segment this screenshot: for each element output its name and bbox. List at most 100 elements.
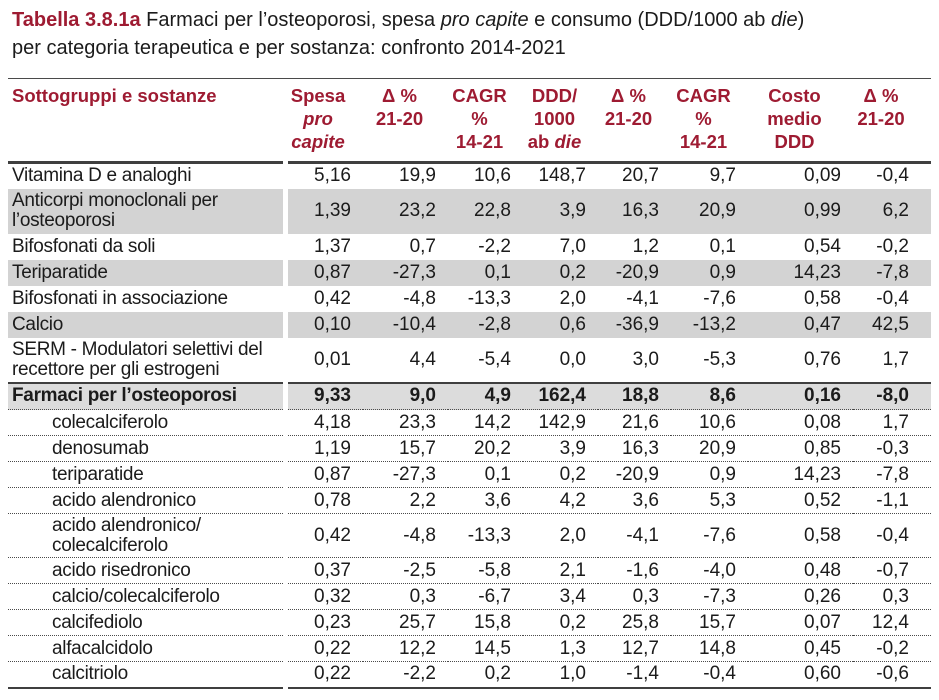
cell-value: -7,8 [853,461,931,488]
cell-value: -4,8 [363,513,448,558]
cell-value: -2,2 [478,235,511,257]
cell-value: 0,9 [671,461,748,488]
row-label: Bifosfonati da soli [8,233,288,260]
cell-value: 0,2 [523,609,598,636]
table-title: Tabella 3.8.1a Farmaci per l’osteoporosi… [12,6,929,62]
cell-value: -0,3 [853,435,931,462]
title-text-c: ) [797,9,805,31]
osteoporosis-drugs-table: Sottogruppi e sostanze Spesa pro capite … [8,78,931,689]
cell-value: -2,8 [448,311,523,338]
row-label: colecalciferolo [8,409,288,436]
cell-value: 1,7 [853,409,931,436]
row-label: acido alendronico [8,487,288,514]
cell-value: -0,2 [853,635,931,662]
cell-value: -5,3 [703,348,736,370]
cell-value: -13,3 [467,287,511,309]
cell-value: 1,3 [523,635,598,662]
cell-value: 1,19 [285,435,363,462]
cell-value: 162,4 [523,381,598,410]
cell-value: 0,07 [748,609,853,636]
cell-value: -8,0 [853,381,931,410]
table-number: Tabella 3.8.1a [12,9,141,31]
cell-value: 0,54 [804,235,841,257]
row-label: Anticorpi monoclonali per l’osteoporosi [8,188,288,234]
cell-value: -7,3 [671,583,748,610]
cell-value: -27,3 [363,259,448,286]
cell-value: 3,6 [598,487,671,514]
table-row: colecalciferolo 4,18 23,3 14,2 142,9 21,6 10,6… [8,409,931,436]
cell-value: -2,2 [363,661,448,688]
cell-value: 0,6 [523,311,598,338]
table-row: acido risedronico 0,37 -2,5 -5,8 2,1 -1,6 -4,0… [8,557,931,584]
row-label: Farmaci per l’osteoporosi [8,381,288,410]
cell-value: 14,23 [748,259,853,286]
cell-value: 0,3 [853,583,931,610]
cell-value: 9,33 [285,381,363,410]
row-label: SERM - Modulatori selettivi del recettore… [8,337,288,383]
table-row: acido alendronico/colecalciferolo 0,42 -4,… [8,513,931,558]
cell-value: -0,4 [876,287,909,309]
cell-value: 12,7 [598,635,671,662]
row-label: Calcio [8,311,288,338]
row-label: Vitamina D e analoghi [8,162,288,189]
cell-value: 9,7 [709,165,736,187]
cell-value: 15,8 [448,609,523,636]
cell-value: 3,0 [632,348,659,370]
cell-value: 1,37 [314,235,351,257]
cell-value: -0,4 [671,661,748,688]
cell-value: 1,0 [523,661,598,688]
cell-value: -0,4 [876,165,909,187]
cell-value: 2,0 [523,513,598,558]
cell-value: 5,16 [314,165,351,187]
cell-value: -5,8 [448,557,523,584]
table-row: calcifediolo 0,23 25,7 15,8 0,2 25,8 15,7 0,07 1… [8,609,931,636]
table-row: calcitriolo 0,22 -2,2 0,2 1,0 -1,4 -0,4 0,60 -0,… [8,661,931,688]
cell-value: -13,2 [671,311,748,338]
table-row: Teriparatide 0,87 -27,3 0,1 0,2 -20,9 0,9 14,23… [8,259,931,286]
cell-value: -4,1 [598,513,671,558]
cell-value: 2,0 [559,287,586,309]
cell-value: 0,22 [285,635,363,662]
cell-value: 0,52 [748,487,853,514]
title-line-1: Tabella 3.8.1a Farmaci per l’osteoporosi… [12,6,929,34]
cell-value: 9,0 [363,381,448,410]
cell-value: 10,6 [474,165,511,187]
table-row: alfacalcidolo 0,22 12,2 14,5 1,3 12,7 14,8 0,45… [8,635,931,662]
row-label: Bifosfonati in associazione [8,285,288,312]
cell-value: 0,23 [285,609,363,636]
cell-value: -7,6 [671,513,748,558]
table-row: SERM - Modulatori selettivi del recettore… [8,337,931,383]
cell-value: -5,4 [478,348,511,370]
cell-value: -0,6 [853,661,931,688]
cell-value: 14,8 [671,635,748,662]
title-italic-pro-capite: pro capite [440,9,529,31]
cell-value: 0,09 [804,165,841,187]
cell-value: 0,10 [285,311,363,338]
cell-value: 20,2 [448,435,523,462]
cell-value: 42,5 [853,311,931,338]
cell-value: 0,16 [748,381,853,410]
cell-value: 19,9 [399,165,436,187]
cell-value: 0,1 [448,461,523,488]
cell-value: 1,7 [882,348,909,370]
cell-value: 5,3 [671,487,748,514]
cell-value: 0,76 [804,348,841,370]
cell-value: 12,2 [363,635,448,662]
cell-value: -4,8 [403,287,436,309]
cell-value: 0,7 [409,235,436,257]
title-text-b: e consumo (DDD/1000 ab [534,9,766,31]
title-italic-die: die [770,9,798,31]
cell-value: 0,78 [285,487,363,514]
cell-value: 0,2 [523,259,598,286]
cell-value: 4,2 [523,487,598,514]
col-header-spesa-pro-capite: Spesa pro capite [285,78,363,164]
table-row: acido alendronico 0,78 2,2 3,6 4,2 3,6 5,3 0,52… [8,487,931,514]
cell-value: -27,3 [363,461,448,488]
cell-value: -0,4 [853,513,931,558]
cell-value: 0,9 [671,259,748,286]
cell-value: 0,37 [285,557,363,584]
table-row: Anticorpi monoclonali per l’osteoporosi 1,… [8,188,931,234]
cell-value: 16,3 [598,188,671,234]
cell-value: 0,60 [748,661,853,688]
row-label: calcio/colecalciferolo [8,583,288,610]
